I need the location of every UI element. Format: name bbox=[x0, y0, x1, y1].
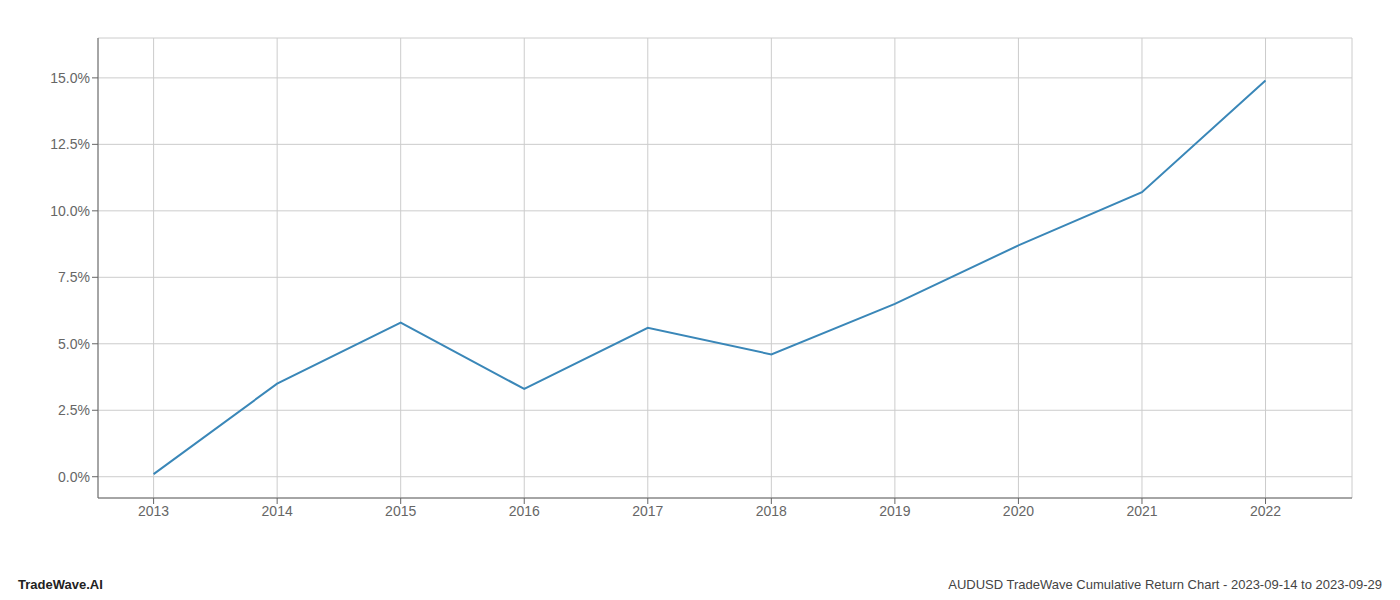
svg-text:7.5%: 7.5% bbox=[58, 269, 90, 285]
svg-text:2015: 2015 bbox=[385, 503, 416, 519]
svg-text:2.5%: 2.5% bbox=[58, 402, 90, 418]
svg-text:12.5%: 12.5% bbox=[50, 136, 90, 152]
svg-text:2022: 2022 bbox=[1250, 503, 1281, 519]
svg-text:10.0%: 10.0% bbox=[50, 203, 90, 219]
html-text:TradeWave.AI: TradeWave.AI bbox=[18, 577, 103, 592]
svg-text:0.0%: 0.0% bbox=[58, 469, 90, 485]
svg-text:2016: 2016 bbox=[509, 503, 540, 519]
svg-text:2014: 2014 bbox=[262, 503, 293, 519]
svg-text:2018: 2018 bbox=[756, 503, 787, 519]
svg-text:5.0%: 5.0% bbox=[58, 336, 90, 352]
svg-text:2013: 2013 bbox=[138, 503, 169, 519]
svg-text:2020: 2020 bbox=[1003, 503, 1034, 519]
html-text:AUDUSD TradeWave Cumulative Re: AUDUSD TradeWave Cumulative Return Chart… bbox=[948, 577, 1382, 592]
svg-text:2017: 2017 bbox=[632, 503, 663, 519]
svg-text:15.0%: 15.0% bbox=[50, 70, 90, 86]
svg-text:2021: 2021 bbox=[1126, 503, 1157, 519]
svg-text:2019: 2019 bbox=[879, 503, 910, 519]
